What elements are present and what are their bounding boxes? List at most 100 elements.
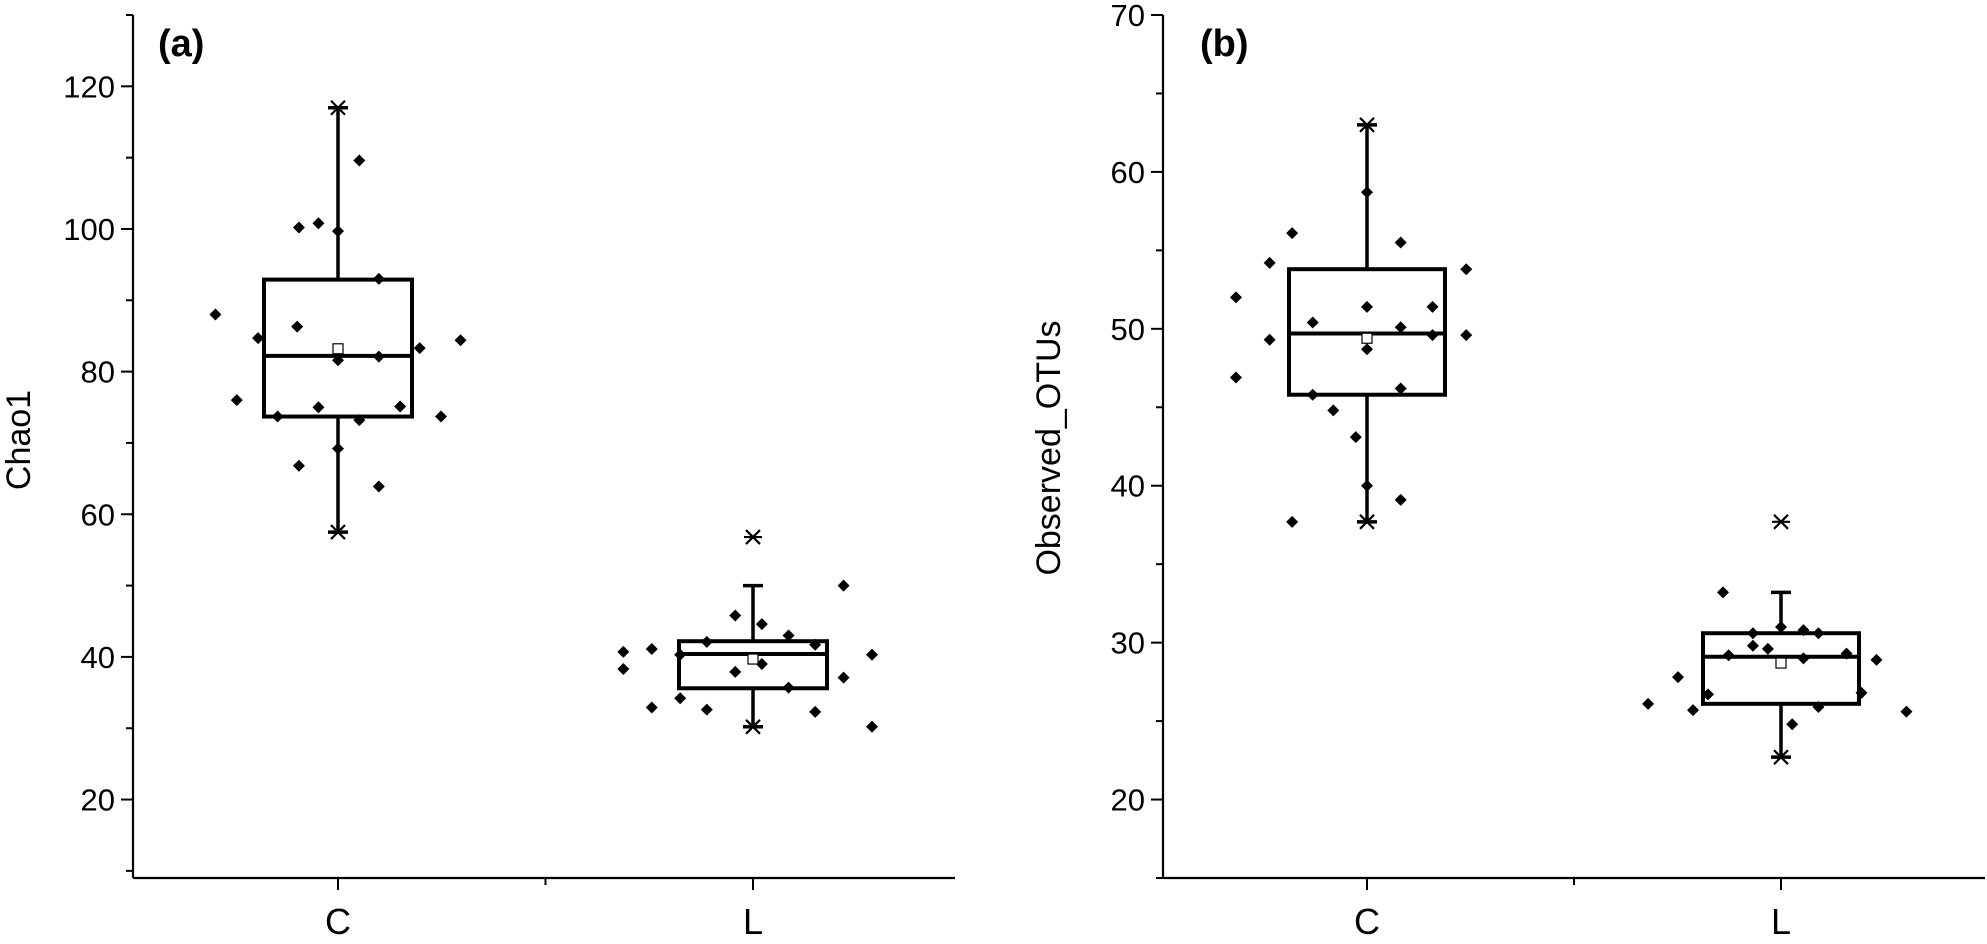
- extreme-marker: [744, 719, 762, 735]
- data-point: [292, 459, 305, 472]
- y-axis-label: Chao1: [0, 390, 38, 490]
- data-point: [353, 154, 366, 167]
- data-point: [1761, 642, 1774, 655]
- data-point: [1775, 620, 1787, 633]
- iqr-box: [1701, 631, 1861, 706]
- data-point: [1327, 404, 1340, 417]
- data-point: [1361, 186, 1373, 199]
- chart-panel-b: 20 30 40 50 60 70 C L Observed_OTUs (b): [1030, 0, 1985, 942]
- data-point: [782, 629, 795, 642]
- data-point: [353, 414, 366, 427]
- data-point: [617, 663, 630, 676]
- extreme-marker: [1772, 749, 1790, 765]
- data-point: [1426, 300, 1439, 313]
- data-point: [1672, 671, 1685, 684]
- panel-label: (a): [158, 23, 204, 65]
- data-point: [372, 480, 385, 493]
- y-tick-label: 70: [1111, 0, 1145, 33]
- extreme-marker: [1772, 514, 1790, 530]
- data-point: [1394, 321, 1407, 334]
- data-point: [1687, 704, 1700, 717]
- data-point: [1746, 627, 1759, 640]
- data-point: [1797, 624, 1810, 637]
- data-point: [312, 401, 325, 414]
- data-point: [1797, 652, 1810, 665]
- data-point: [1812, 627, 1825, 640]
- data-point: [1229, 371, 1242, 384]
- data-point: [809, 638, 822, 651]
- data-point: [1786, 718, 1799, 731]
- data-point: [865, 720, 878, 733]
- data-point: [1286, 227, 1299, 240]
- y-tick-label: 60: [1111, 155, 1145, 190]
- data-point: [1855, 686, 1868, 699]
- data-point: [700, 703, 713, 716]
- data-point: [332, 442, 344, 455]
- x-tick-label: C: [1354, 901, 1380, 942]
- data-point: [1361, 343, 1373, 356]
- data-point: [729, 665, 742, 678]
- data-point: [413, 342, 426, 355]
- x-tick-label: L: [1771, 901, 1791, 942]
- data-point: [1642, 697, 1655, 710]
- y-tick-label: 100: [63, 212, 115, 247]
- box-C: [262, 99, 414, 540]
- data-point: [617, 645, 630, 658]
- data-point: [252, 332, 265, 345]
- data-point: [700, 635, 713, 648]
- data-point: [674, 692, 687, 705]
- extreme-marker: [329, 99, 347, 116]
- data-point: [1701, 688, 1714, 701]
- data-point: [729, 609, 742, 622]
- data-point: [291, 320, 304, 333]
- data-point: [372, 272, 385, 285]
- y-axis-label: Observed_OTUs: [1030, 320, 1068, 575]
- mean-marker: [332, 343, 344, 355]
- data-point: [1263, 333, 1276, 346]
- data-point: [332, 354, 344, 367]
- y-tick-label: 40: [1111, 469, 1145, 504]
- data-point: [1426, 329, 1439, 342]
- data-point: [1900, 705, 1913, 718]
- mean-marker: [747, 653, 759, 665]
- extreme-marker: [1358, 514, 1376, 530]
- extreme-marker: [329, 524, 347, 540]
- y-tick-label: 30: [1111, 626, 1145, 661]
- data-point: [645, 701, 658, 714]
- data-point: [1263, 256, 1276, 269]
- data-point: [292, 221, 305, 234]
- data-point: [1394, 382, 1407, 395]
- data-point: [1746, 639, 1759, 652]
- data-point: [1286, 515, 1299, 528]
- data-point: [372, 350, 385, 363]
- box-L: [677, 529, 829, 735]
- mean-marker: [1361, 332, 1373, 344]
- data-point: [755, 658, 768, 671]
- data-point: [1361, 300, 1373, 313]
- y-tick-label: 20: [81, 783, 115, 818]
- data-point: [271, 410, 284, 423]
- data-point: [312, 217, 325, 230]
- iqr-box: [262, 277, 414, 419]
- data-point: [645, 643, 658, 656]
- data-point: [1722, 649, 1735, 662]
- y-tick-label: 60: [81, 497, 115, 532]
- x-tick-label: L: [743, 901, 763, 942]
- data-point: [1306, 388, 1319, 401]
- data-point: [1460, 329, 1473, 342]
- data-point: [1394, 493, 1407, 506]
- chart-panel-a: 20 40 60 80 100 120 C L Chao1 (a): [0, 14, 955, 942]
- data-point: [1840, 647, 1853, 660]
- data-point: [332, 225, 344, 238]
- box-L: [1701, 514, 1861, 765]
- data-point: [454, 334, 467, 347]
- data-point: [837, 579, 850, 592]
- data-point: [230, 394, 243, 407]
- data-point: [1812, 700, 1825, 713]
- data-point: [1716, 586, 1729, 599]
- panel-label: (b): [1200, 23, 1249, 65]
- data-point: [394, 400, 407, 413]
- y-tick-label: 20: [1111, 783, 1145, 818]
- data-point: [1394, 236, 1407, 249]
